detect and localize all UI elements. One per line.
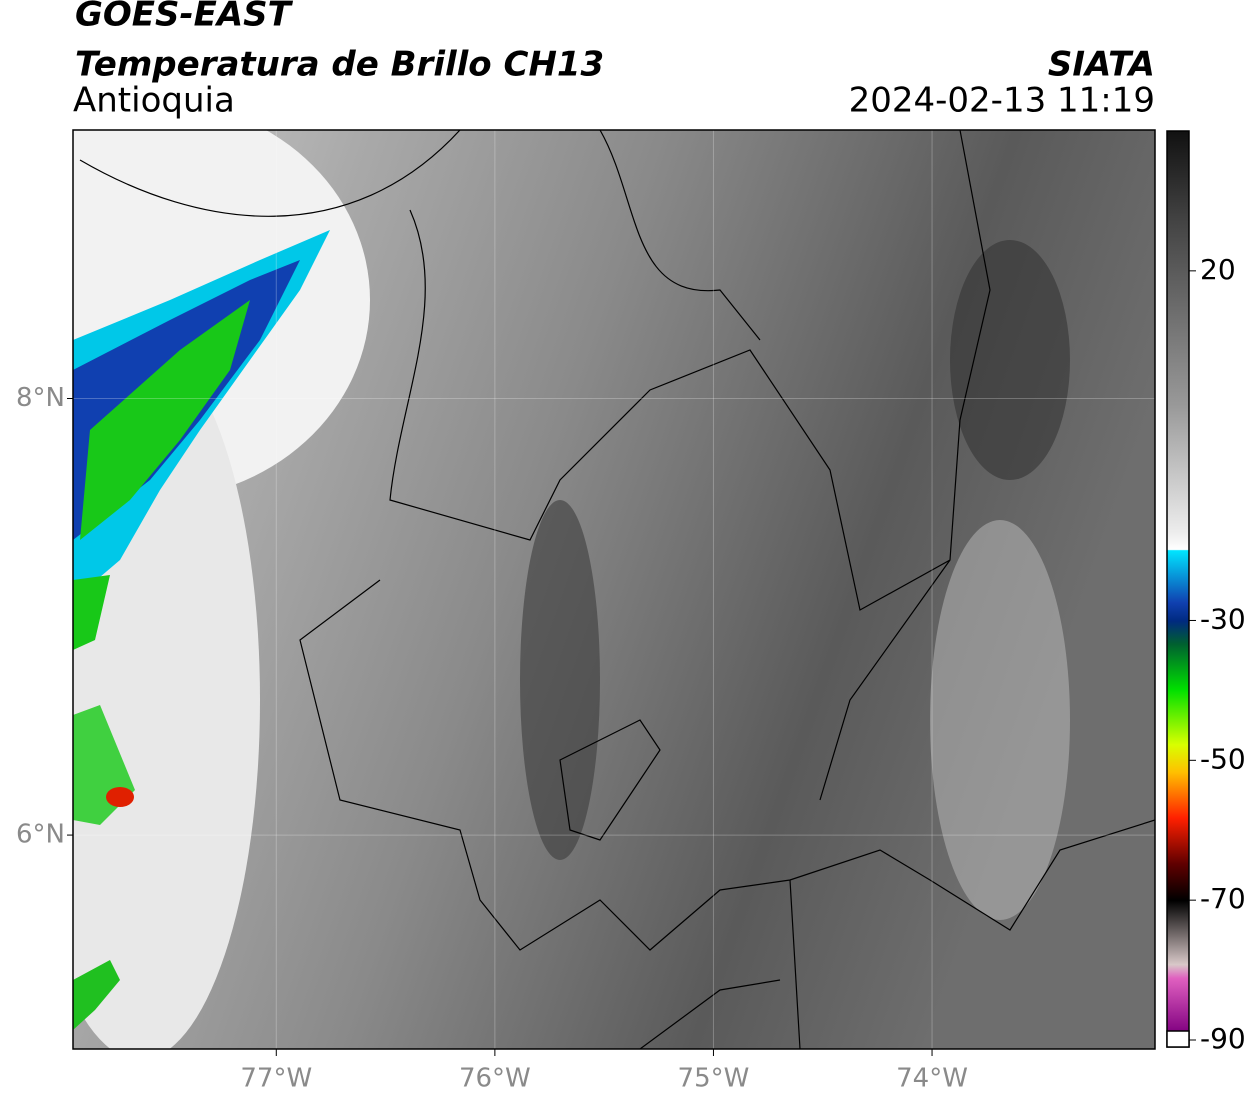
x-tick-label: 77°W	[240, 1064, 312, 1094]
colorbar-tick-label: -50	[1200, 742, 1246, 775]
x-tick-label: 74°W	[896, 1064, 968, 1094]
colorbar-under	[1166, 1030, 1190, 1048]
y-tick-label: 8°N	[16, 383, 65, 413]
colorbar-tick-label: -30	[1200, 602, 1246, 635]
y-tick-label: 6°N	[16, 820, 65, 850]
region: Antioquia	[73, 81, 235, 121]
colorbar	[1166, 130, 1190, 1048]
datetime: 2024-02-13 11:19	[849, 81, 1155, 121]
colorbar-tick-label: -70	[1200, 882, 1246, 915]
subtitle: Temperatura de Brillo CH13	[75, 45, 604, 85]
colorbar-tick-label: -90	[1200, 1022, 1246, 1055]
colorbar-tick-label: 20	[1200, 253, 1236, 286]
x-tick-label: 76°W	[459, 1064, 531, 1094]
title: GOES-EAST	[75, 0, 294, 35]
source: SIATA	[1048, 45, 1155, 85]
map-frame	[72, 129, 1156, 1050]
satellite-image	[73, 130, 1155, 1049]
x-tick-label: 75°W	[678, 1064, 750, 1094]
